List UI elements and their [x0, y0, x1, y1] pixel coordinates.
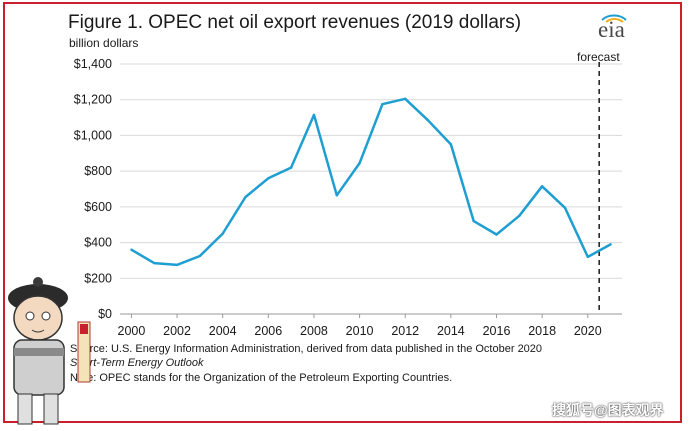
- y-tick-label: $200: [84, 271, 112, 285]
- x-tick-label: 2018: [528, 324, 556, 338]
- series-points: [130, 97, 612, 267]
- data-point-2020: [586, 255, 589, 259]
- data-point-2009: [335, 194, 338, 197]
- watermark-text: 搜狐号@图表观界: [552, 402, 664, 418]
- data-point-2004: [221, 232, 224, 235]
- x-tick-label: 2012: [391, 324, 419, 338]
- source-line-2: Short-Term Energy Outlook: [70, 357, 204, 369]
- data-point-2011: [381, 102, 384, 106]
- data-point-2002: [175, 263, 179, 267]
- data-point-2003: [198, 254, 202, 258]
- data-point-2016: [495, 233, 498, 236]
- data-point-2013: [426, 119, 430, 122]
- forecast-label: forecast: [577, 50, 620, 64]
- data-point-2000: [130, 248, 133, 251]
- data-point-2014: [449, 143, 453, 146]
- x-tick-label: 2004: [209, 324, 237, 338]
- data-point-2018: [540, 185, 544, 188]
- eia-logo-icon: [601, 14, 627, 23]
- chart-note: Note: OPEC stands for the Organization o…: [70, 372, 453, 384]
- y-tick-label: $800: [84, 164, 112, 178]
- y-axis-ticks: $0 $200 $400 $600 $800 $1,000 $1,200 $1,400: [74, 57, 112, 321]
- data-point-2001: [153, 261, 156, 265]
- x-tick-label: 2000: [118, 324, 146, 338]
- y-tick-label: $600: [84, 200, 112, 214]
- y-tick-label: $1,200: [74, 93, 112, 107]
- data-point-2007: [289, 166, 293, 169]
- data-point-2005: [244, 195, 247, 199]
- data-point-2021: [609, 243, 612, 246]
- data-point-2015: [472, 219, 475, 223]
- x-tick-label: 2016: [483, 324, 511, 338]
- data-point-2019: [563, 206, 567, 209]
- data-point-2008: [312, 113, 316, 117]
- y-tick-label: $1,400: [74, 57, 112, 71]
- x-tick-label: 2006: [254, 324, 282, 338]
- data-point-2006: [267, 177, 270, 180]
- data-point-2010: [358, 161, 361, 165]
- y-tick-label: $1,000: [74, 128, 112, 142]
- x-axis-ticks: 2000 2002 2004 2006 2008 2010 2012 2014 2016 2018…: [118, 314, 602, 338]
- mascot-illustration-icon: [8, 277, 91, 425]
- chart-title: Figure 1. OPEC net oil export revenues (…: [68, 12, 522, 33]
- gridlines: [120, 63, 622, 315]
- x-tick-label: 2014: [437, 324, 465, 338]
- figure-frame: [3, 2, 682, 423]
- x-tick-label: 2020: [574, 324, 602, 338]
- x-tick-label: 2008: [300, 324, 328, 338]
- y-tick-label: $400: [84, 236, 112, 250]
- source-line-1: Source: U.S. Energy Information Administ…: [70, 343, 543, 355]
- data-point-2017: [518, 214, 521, 217]
- y-tick-label: $0: [98, 307, 112, 321]
- series-line-opec-revenues: [130, 97, 612, 267]
- data-point-2012: [404, 97, 407, 101]
- x-tick-label: 2002: [163, 324, 191, 338]
- eia-logo-text: eia: [598, 17, 625, 42]
- x-tick-label: 2010: [346, 324, 374, 338]
- y-axis-units: billion dollars: [69, 36, 139, 50]
